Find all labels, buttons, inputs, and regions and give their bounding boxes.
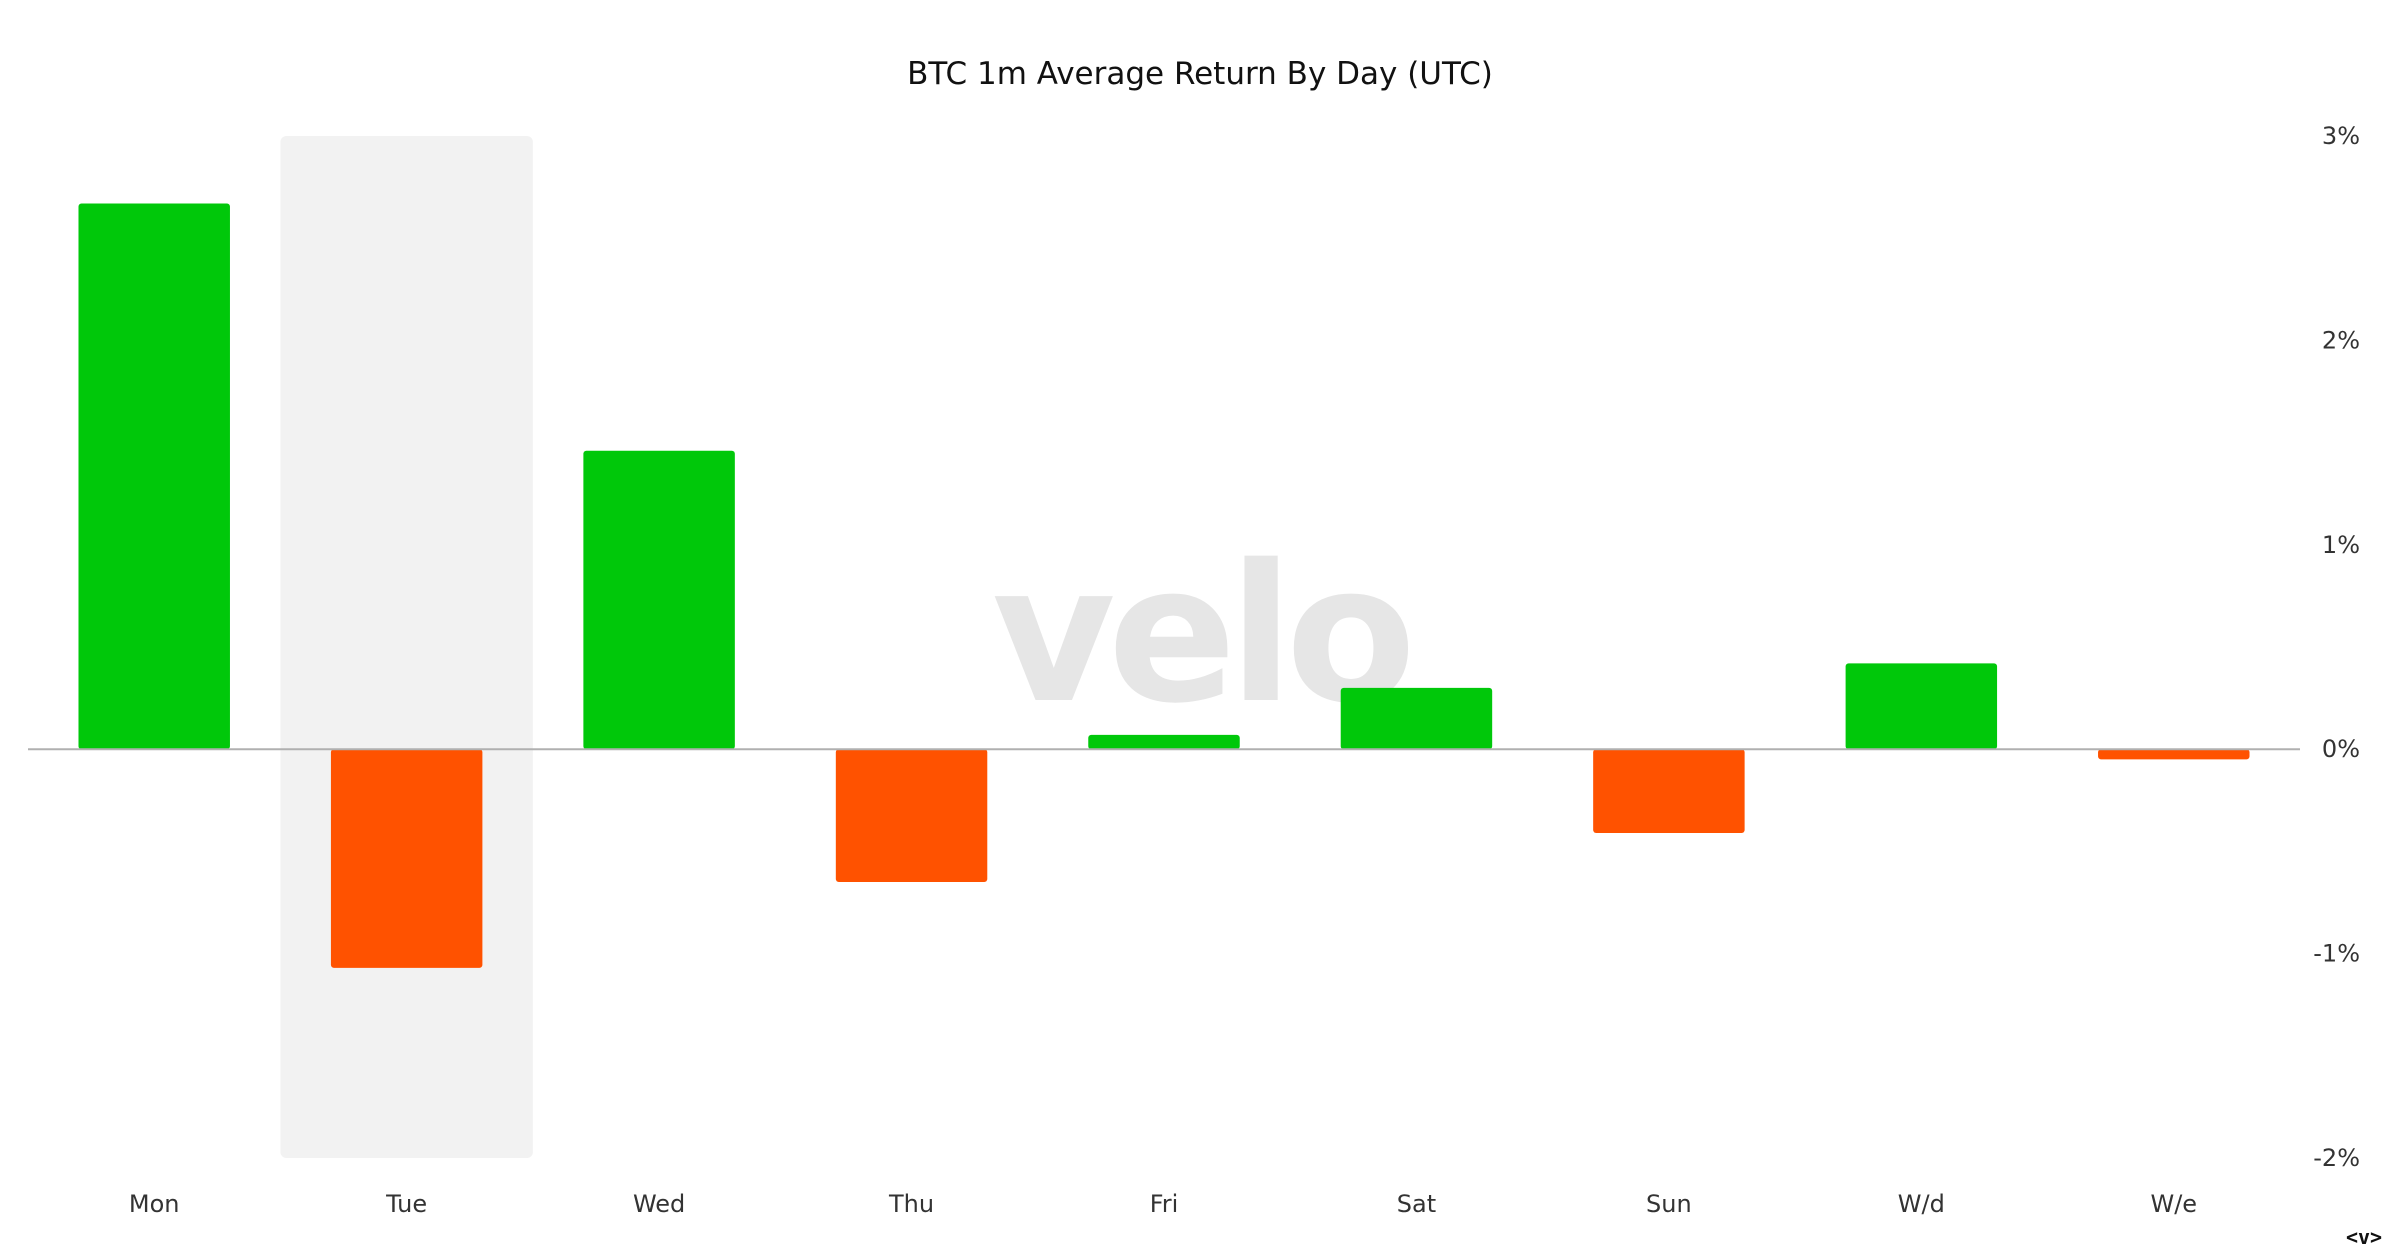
chart-title: BTC 1m Average Return By Day (UTC): [907, 56, 1493, 92]
highlight-band: [280, 136, 533, 1158]
x-tick-label: Thu: [888, 1190, 934, 1218]
bar-thu[interactable]: [835, 749, 988, 883]
y-tick-label: -2%: [2313, 1144, 2360, 1172]
x-tick-label: Fri: [1150, 1190, 1179, 1218]
x-tick-label: Sun: [1646, 1190, 1692, 1218]
x-tick-label: Wed: [633, 1190, 685, 1218]
x-axis: Mon Tue Wed Thu Fri Sat Sun W/d W/e: [129, 1190, 2197, 1218]
x-tick-label: W/d: [1898, 1190, 1945, 1218]
y-tick-label: -1%: [2313, 940, 2360, 968]
bar-mon[interactable]: [78, 203, 230, 750]
bar-we[interactable]: [2098, 749, 2250, 760]
bar-sun[interactable]: [1593, 749, 1745, 834]
bar-wd[interactable]: [1845, 663, 1998, 750]
bar-wed[interactable]: [583, 450, 735, 750]
bars: [78, 203, 2250, 968]
y-axis: 3% 2% 1% 0% -1% -2%: [2313, 122, 2360, 1172]
x-tick-label: W/e: [2150, 1190, 2197, 1218]
bar-tue[interactable]: [330, 749, 483, 968]
y-tick-label: 0%: [2322, 735, 2360, 763]
y-tick-label: 3%: [2322, 122, 2360, 150]
x-tick-label: Sat: [1397, 1190, 1436, 1218]
y-tick-label: 2%: [2322, 326, 2360, 354]
bar-sat[interactable]: [1340, 687, 1493, 750]
x-tick-label: Mon: [129, 1190, 180, 1218]
bar-fri[interactable]: [1088, 734, 1240, 750]
corner-logo: <v>: [2346, 1225, 2382, 1249]
y-tick-label: 1%: [2322, 531, 2360, 559]
x-tick-label: Tue: [385, 1190, 427, 1218]
